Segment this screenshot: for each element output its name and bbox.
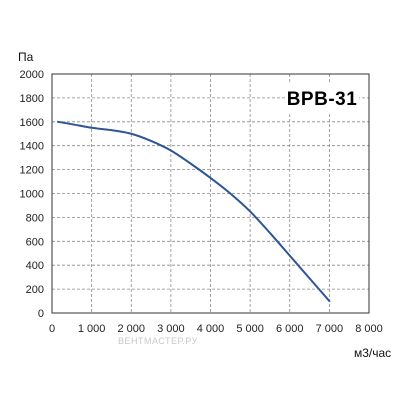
y-tick-label: 1200 <box>20 165 44 177</box>
series-line <box>56 120 331 303</box>
y-tick-label: 1600 <box>20 117 44 129</box>
y-tick-label: 1400 <box>20 141 44 153</box>
y-tick-label: 800 <box>26 212 44 224</box>
x-tick-label: 7 000 <box>316 323 344 335</box>
x-axis-ticks: 0 1 000 2 000 3 000 4 000 5 000 6 000 7 000 8 00… <box>49 323 383 335</box>
y-tick-label: 200 <box>26 284 44 296</box>
watermark-text: ВЕНТМАСТЕР.РУ <box>118 336 198 346</box>
y-tick-label: 1800 <box>20 93 44 105</box>
title-background <box>287 82 359 114</box>
y-tick-label: 1000 <box>20 189 44 201</box>
plot-frame <box>51 73 370 314</box>
x-tick-label: 8 000 <box>355 323 383 335</box>
y-tick-label: 400 <box>26 260 44 272</box>
grid-lines <box>52 74 369 313</box>
x-tick-label: 4 000 <box>197 323 225 335</box>
x-tick-label: 1 000 <box>78 323 106 335</box>
x-tick-label: 2 000 <box>117 323 145 335</box>
x-tick-label: 6 000 <box>276 323 304 335</box>
x-axis-label: м3/час <box>354 346 391 360</box>
chart-title: ВРВ-31 <box>287 89 358 110</box>
y-tick-label: 600 <box>26 236 44 248</box>
y-tick-label: 0 <box>38 308 44 320</box>
x-tick-label: 0 <box>49 323 55 335</box>
y-tick-label: 2000 <box>20 69 44 81</box>
series-lines <box>56 120 331 303</box>
y-axis-ticks: 0 200 400 600 800 1000 1200 1400 1600 1800 2000 <box>20 69 44 320</box>
plot-border <box>51 73 370 314</box>
x-tick-label: 5 000 <box>236 323 264 335</box>
x-tick-label: 3 000 <box>157 323 185 335</box>
y-axis-label: Па <box>18 50 34 64</box>
